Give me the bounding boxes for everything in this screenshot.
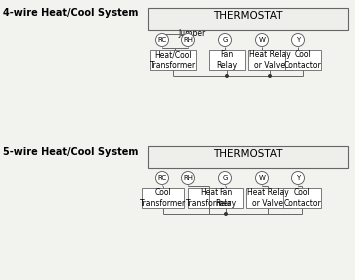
Text: Y: Y bbox=[296, 37, 300, 43]
Text: Y: Y bbox=[296, 175, 300, 181]
Circle shape bbox=[218, 34, 231, 46]
Bar bbox=[148, 8, 348, 30]
Circle shape bbox=[291, 171, 305, 185]
Circle shape bbox=[181, 34, 195, 46]
Text: RH: RH bbox=[183, 175, 193, 181]
Text: Heat
Transformer: Heat Transformer bbox=[186, 188, 232, 208]
Circle shape bbox=[224, 212, 228, 216]
Text: Fan
Relay: Fan Relay bbox=[215, 188, 236, 208]
Circle shape bbox=[256, 171, 268, 185]
Circle shape bbox=[268, 74, 272, 78]
Text: Heat/Cool
Transformer: Heat/Cool Transformer bbox=[150, 50, 196, 70]
Text: THERMOSTAT: THERMOSTAT bbox=[213, 11, 283, 21]
Text: Fan
Relay: Fan Relay bbox=[217, 50, 237, 70]
Text: Cool
Transformer: Cool Transformer bbox=[140, 188, 186, 208]
Text: RC: RC bbox=[157, 175, 166, 181]
Text: G: G bbox=[222, 37, 228, 43]
Text: W: W bbox=[258, 37, 266, 43]
Text: W: W bbox=[258, 175, 266, 181]
Circle shape bbox=[155, 171, 169, 185]
Text: RC: RC bbox=[157, 37, 166, 43]
Circle shape bbox=[218, 171, 231, 185]
Text: 4-wire Heat/Cool System: 4-wire Heat/Cool System bbox=[3, 8, 138, 18]
Text: Heat Relay
or Valve: Heat Relay or Valve bbox=[247, 188, 289, 208]
Bar bbox=[248, 50, 292, 70]
Text: RH: RH bbox=[183, 37, 193, 43]
Text: G: G bbox=[222, 175, 228, 181]
Bar bbox=[285, 50, 321, 70]
Text: THERMOSTAT: THERMOSTAT bbox=[213, 149, 283, 159]
Text: Cool
Contactor: Cool Contactor bbox=[283, 188, 321, 208]
Text: Jumper: Jumper bbox=[178, 29, 205, 38]
Bar bbox=[142, 188, 184, 208]
Bar bbox=[209, 50, 245, 70]
Text: 5-wire Heat/Cool System: 5-wire Heat/Cool System bbox=[3, 147, 138, 157]
Circle shape bbox=[155, 34, 169, 46]
Bar bbox=[150, 50, 196, 70]
Circle shape bbox=[256, 34, 268, 46]
Bar bbox=[188, 188, 230, 208]
Text: Heat Relay
or Valve: Heat Relay or Valve bbox=[249, 50, 291, 70]
Text: Cool
Contactor: Cool Contactor bbox=[284, 50, 322, 70]
Circle shape bbox=[291, 34, 305, 46]
Bar bbox=[148, 146, 348, 168]
Circle shape bbox=[225, 74, 229, 78]
Bar bbox=[283, 188, 321, 208]
Bar bbox=[209, 188, 243, 208]
Circle shape bbox=[181, 171, 195, 185]
Bar bbox=[246, 188, 290, 208]
